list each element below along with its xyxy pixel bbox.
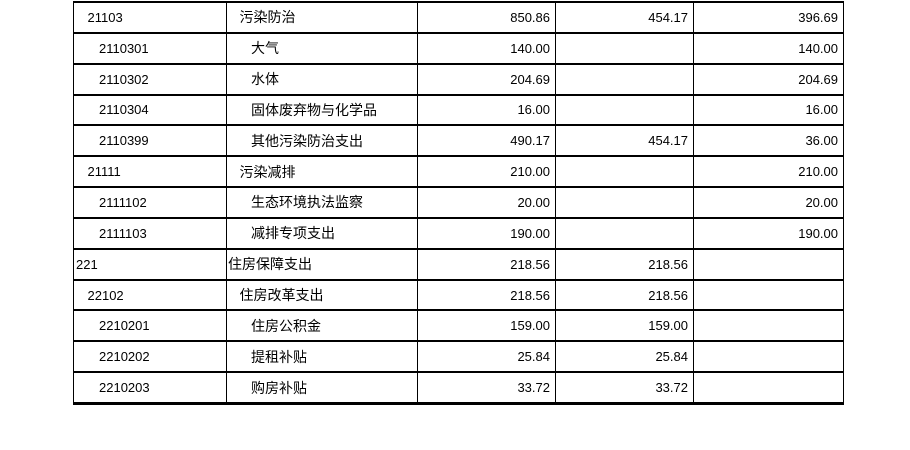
name-cell: 其他污染防治支出 (227, 126, 418, 156)
table-row: 2110304 固体废弃物与化学品 16.00 16.00 (74, 95, 843, 127)
table-row: 2110301 大气 140.00 140.00 (74, 33, 843, 65)
amount-3-cell: 36.00 (805, 133, 838, 149)
name-cell: 购房补贴 (227, 373, 418, 402)
amount-3-cell: 396.69 (798, 9, 838, 25)
code-cell: 21103 (74, 3, 227, 32)
code-cell: 2110301 (74, 33, 227, 63)
name-cell: 住房保障支出 (227, 249, 418, 279)
table-row: 221 住房保障支出 218.56 218.56 (74, 249, 843, 281)
amount-3-cell (694, 342, 843, 371)
name-cell: 污染减排 (227, 157, 418, 187)
amount-2-cell (556, 157, 694, 187)
table-row: 2210202 提租补贴 25.84 25.84 (74, 342, 843, 374)
code-cell: 2110399 (74, 126, 227, 156)
table-row: 2210203 购房补贴 33.72 33.72 (74, 373, 843, 404)
amount-2-cell: 454.17 (556, 3, 694, 32)
table-row: 2110302 水体 204.69 204.69 (74, 64, 843, 96)
code-cell: 2111102 (74, 188, 227, 217)
amount-3-cell: 20.00 (805, 194, 838, 210)
name-cell: 污染防治 (227, 3, 418, 32)
amount-3-cell: 204.69 (798, 71, 838, 87)
amount-2-cell (556, 64, 694, 94)
amount-3-cell: 210.00 (798, 164, 838, 180)
amount-1-cell: 33.72 (418, 373, 556, 402)
budget-table: 21103 污染防治 850.86 454.17 396.69 2110301 … (73, 1, 844, 405)
name-cell: 提租补贴 (227, 342, 418, 372)
amount-3-cell: 140.00 (798, 40, 838, 56)
amount-1-cell: 16.00 (418, 95, 556, 125)
amount-3-cell (694, 373, 843, 402)
code-cell: 2110302 (74, 64, 227, 94)
amount-3-cell (694, 250, 843, 279)
amount-1-cell: 140.00 (418, 33, 556, 63)
amount-1-cell: 159.00 (418, 311, 556, 341)
amount-2-cell (556, 95, 694, 125)
table-row: 2110399 其他污染防治支出 490.17 454.17 36.00 (74, 126, 843, 158)
code-cell: 22102 (74, 280, 227, 310)
name-cell: 大气 (227, 33, 418, 63)
amount-2-cell: 454.17 (556, 126, 694, 156)
table-row: 21103 污染防治 850.86 454.17 396.69 (74, 3, 843, 34)
name-cell: 水体 (227, 64, 418, 94)
amount-2-cell: 218.56 (556, 280, 694, 310)
code-cell: 2110304 (74, 95, 227, 125)
table-row: 22102 住房改革支出 218.56 218.56 (74, 280, 843, 312)
amount-3-cell (694, 281, 843, 310)
amount-1-cell: 210.00 (418, 157, 556, 187)
amount-2-cell: 33.72 (556, 373, 694, 402)
table-row: 2210201 住房公积金 159.00 159.00 (74, 311, 843, 343)
amount-1-cell: 190.00 (418, 218, 556, 248)
table-row: 2111103 减排专项支出 190.00 190.00 (74, 218, 843, 250)
amount-2-cell (556, 218, 694, 248)
amount-1-cell: 25.84 (418, 342, 556, 372)
amount-1-cell: 850.86 (418, 3, 556, 32)
amount-3-cell (694, 311, 843, 340)
amount-2-cell (556, 33, 694, 63)
code-cell: 2210201 (74, 311, 227, 341)
code-cell: 2111103 (74, 218, 227, 248)
amount-2-cell: 159.00 (556, 311, 694, 341)
amount-2-cell: 25.84 (556, 342, 694, 372)
amount-1-cell: 218.56 (418, 249, 556, 279)
amount-1-cell: 218.56 (418, 280, 556, 310)
amount-1-cell: 490.17 (418, 126, 556, 156)
name-cell: 住房公积金 (227, 311, 418, 341)
table-row: 21111 污染减排 210.00 210.00 (74, 157, 843, 189)
amount-2-cell (556, 188, 694, 217)
name-cell: 固体废弃物与化学品 (227, 95, 418, 125)
amount-1-cell: 20.00 (418, 188, 556, 217)
table-row: 2111102 生态环境执法监察 20.00 20.00 (74, 188, 843, 219)
name-cell: 减排专项支出 (227, 218, 418, 248)
code-cell: 221 (74, 249, 227, 279)
name-cell: 生态环境执法监察 (227, 188, 418, 217)
code-cell: 21111 (74, 157, 227, 187)
amount-1-cell: 204.69 (418, 64, 556, 94)
code-cell: 2210203 (74, 373, 227, 402)
amount-3-cell: 16.00 (805, 102, 838, 118)
name-cell: 住房改革支出 (227, 280, 418, 310)
amount-2-cell: 218.56 (556, 249, 694, 279)
code-cell: 2210202 (74, 342, 227, 372)
amount-3-cell: 190.00 (798, 225, 838, 241)
